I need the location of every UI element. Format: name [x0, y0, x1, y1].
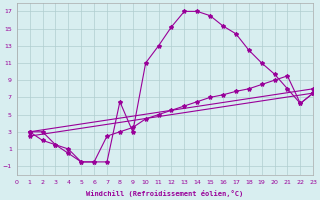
X-axis label: Windchill (Refroidissement éolien,°C): Windchill (Refroidissement éolien,°C) — [86, 190, 244, 197]
